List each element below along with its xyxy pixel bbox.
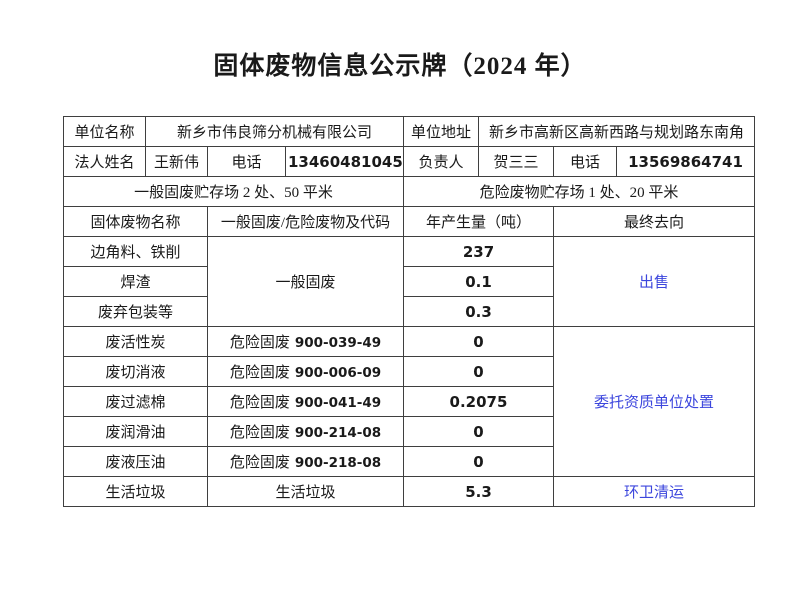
hazard-storage-cell: 危险废物贮存场 1 处、20 平米 — [403, 176, 755, 207]
unit-name-value: 新乡市伟良筛分机械有限公司 — [145, 116, 404, 147]
table-row-storage: 一般固废贮存场 2 处、50 平米 危险废物贮存场 1 处、20 平米 — [63, 176, 755, 207]
header-annual-amount: 年产生量（吨） — [403, 206, 554, 237]
phone-label-1: 电话 — [207, 146, 286, 177]
waste-code-cell: 危险固废 900-218-08 — [207, 446, 404, 477]
header-destination: 最终去向 — [553, 206, 755, 237]
waste-amount: 237 — [403, 236, 554, 267]
waste-code-prefix: 危险固废 — [229, 395, 290, 411]
table-row-hazard-4: 废润滑油 危险固废 900-214-08 0 — [63, 416, 755, 447]
unit-address-label: 单位地址 — [403, 116, 479, 147]
waste-name: 废活性炭 — [63, 326, 208, 357]
waste-code-cell: 危险固废 900-039-49 — [207, 326, 404, 357]
domestic-destination-cell: 环卫清运 — [553, 476, 755, 507]
table-row-hazard-1: 废活性炭 危险固废 900-039-49 0 委托资质单位处置 — [63, 326, 755, 477]
hazard-destination-cell: 委托资质单位处置 — [553, 326, 755, 477]
waste-code-number: 900-006-09 — [294, 365, 382, 381]
table-row-hazard-2: 废切消液 危险固废 900-006-09 0 — [63, 356, 755, 387]
manager-value: 贺三三 — [478, 146, 554, 177]
manager-label: 负责人 — [403, 146, 479, 177]
unit-name-label: 单位名称 — [63, 116, 146, 147]
waste-code-number: 900-214-08 — [294, 425, 382, 441]
page-title: 固体废物信息公示牌（2024 年） — [213, 53, 587, 80]
waste-info-table: 单位名称 新乡市伟良筛分机械有限公司 单位地址 新乡市高新区高新西路与规划路东南… — [63, 116, 755, 507]
waste-code-number: 900-041-49 — [294, 395, 382, 411]
phone-label-2: 电话 — [553, 146, 617, 177]
waste-code-prefix: 危险固废 — [229, 335, 290, 351]
table-row-hazard-3: 废过滤棉 危险固废 900-041-49 0.2075 — [63, 386, 755, 417]
waste-name: 焊渣 — [63, 266, 208, 297]
waste-name: 废液压油 — [63, 446, 208, 477]
table-row-headers: 固体废物名称 一般固废/危险废物及代码 年产生量（吨） 最终去向 — [63, 206, 755, 237]
table-row-domestic: 生活垃圾 生活垃圾 5.3 环卫清运 — [63, 476, 755, 507]
waste-code-cell: 生活垃圾 — [207, 476, 404, 507]
waste-name: 废过滤棉 — [63, 386, 208, 417]
phone-value-1: 13460481045 — [285, 146, 404, 177]
waste-amount: 0.2075 — [403, 386, 554, 417]
table-row-contacts: 法人姓名 王新伟 电话 13460481045 负责人 贺三三 电话 13569… — [63, 146, 755, 177]
waste-amount: 0 — [403, 326, 554, 357]
legal-person-label: 法人姓名 — [63, 146, 146, 177]
waste-name: 废切消液 — [63, 356, 208, 387]
table-row-general-1: 边角料、铁削 一般固废 237 出售 — [63, 236, 755, 327]
general-code-cell: 一般固废 — [207, 236, 404, 327]
unit-address-value: 新乡市高新区高新西路与规划路东南角 — [478, 116, 755, 147]
waste-amount: 0 — [403, 446, 554, 477]
waste-amount: 0.3 — [403, 296, 554, 327]
phone-value-2: 13569864741 — [616, 146, 755, 177]
waste-name: 生活垃圾 — [63, 476, 208, 507]
waste-amount: 5.3 — [403, 476, 554, 507]
waste-code-cell: 危险固废 900-214-08 — [207, 416, 404, 447]
waste-name: 废润滑油 — [63, 416, 208, 447]
waste-amount: 0 — [403, 416, 554, 447]
table-row-general-3: 废弃包装等 0.3 — [63, 296, 755, 327]
table-row-general-2: 焊渣 0.1 — [63, 266, 755, 297]
waste-code-number: 900-039-49 — [294, 335, 382, 351]
general-storage-cell: 一般固废贮存场 2 处、50 平米 — [63, 176, 404, 207]
general-destination-cell: 出售 — [553, 236, 755, 327]
table-row-unit: 单位名称 新乡市伟良筛分机械有限公司 单位地址 新乡市高新区高新西路与规划路东南… — [63, 116, 755, 147]
legal-person-value: 王新伟 — [145, 146, 208, 177]
waste-name: 边角料、铁削 — [63, 236, 208, 267]
waste-code-cell: 危险固废 900-006-09 — [207, 356, 404, 387]
waste-name: 废弃包装等 — [63, 296, 208, 327]
header-waste-code: 一般固废/危险废物及代码 — [207, 206, 404, 237]
header-waste-name: 固体废物名称 — [63, 206, 208, 237]
waste-code-number: 900-218-08 — [294, 455, 382, 471]
waste-code-prefix: 危险固废 — [229, 365, 290, 381]
waste-code-cell: 危险固废 900-041-49 — [207, 386, 404, 417]
waste-code-prefix: 危险固废 — [229, 455, 290, 471]
waste-amount: 0.1 — [403, 266, 554, 297]
waste-amount: 0 — [403, 356, 554, 387]
waste-code-prefix: 危险固废 — [229, 425, 290, 441]
